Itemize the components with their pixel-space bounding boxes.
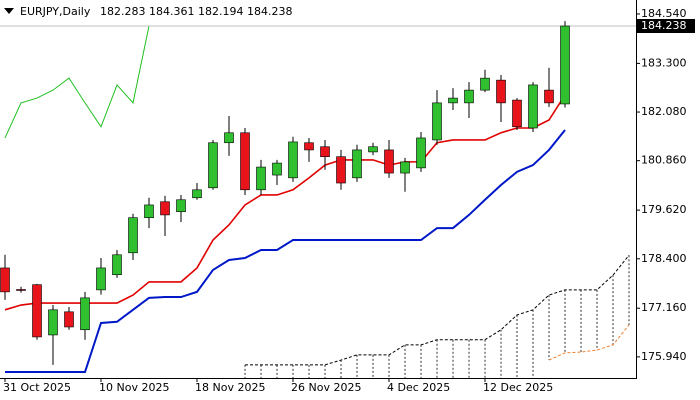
price-label-box — [637, 18, 695, 33]
high-value: 184.361 — [149, 5, 195, 18]
candle-body — [432, 102, 442, 141]
indicator-line — [4, 94, 566, 311]
price-label: 184.238 — [641, 19, 687, 32]
candle-body — [480, 77, 490, 91]
candle-body — [256, 166, 266, 191]
collapse-arrow[interactable] — [4, 8, 14, 14]
candle-body — [176, 199, 186, 213]
y-tick-label: 180.860 — [641, 154, 687, 167]
candle-body — [192, 189, 202, 199]
candle-body — [368, 146, 378, 153]
x-tick-label: 10 Nov 2025 — [99, 381, 169, 394]
indicator-line — [4, 25, 150, 139]
candle-body — [224, 132, 234, 144]
plot-area — [0, 21, 636, 378]
candle-body — [64, 311, 74, 328]
candle-body — [16, 289, 26, 291]
y-tick-label: 175.940 — [641, 350, 687, 363]
candle-body — [96, 267, 106, 291]
candle-body — [80, 297, 90, 331]
candle-body — [320, 146, 330, 158]
x-tick-label: 4 Dec 2025 — [387, 381, 450, 394]
indicator-line — [5, 129, 566, 374]
candle-body — [416, 137, 426, 169]
candle-body — [272, 162, 282, 176]
y-tick-label: 183.300 — [641, 56, 687, 69]
close-value: 184.238 — [247, 5, 293, 18]
candle-body — [48, 309, 58, 336]
cloud-span-a — [548, 324, 630, 361]
x-tick-label: 26 Nov 2025 — [291, 381, 361, 394]
candle-body — [144, 204, 154, 219]
candle-body — [304, 142, 314, 151]
candle-body — [112, 254, 122, 276]
candle-body — [160, 201, 170, 216]
x-tick-label: 18 Nov 2025 — [195, 381, 265, 394]
candle-body — [352, 149, 362, 179]
candle-body — [560, 25, 570, 105]
candle-body — [32, 284, 42, 338]
symbol-label: EURJPY,Daily — [20, 5, 91, 18]
candle-body — [0, 267, 10, 293]
low-value: 182.194 — [198, 5, 244, 18]
x-tick-label: 31 Oct 2025 — [3, 381, 71, 394]
y-tick-label: 178.400 — [641, 252, 687, 265]
candle-body — [400, 161, 410, 174]
candle-body — [208, 142, 218, 189]
candle-body — [384, 149, 394, 174]
candle-body — [544, 89, 554, 104]
y-tick-label: 177.160 — [641, 301, 687, 314]
candle-body — [512, 99, 522, 128]
y-tick-label: 184.540 — [641, 7, 687, 20]
candle-body — [528, 84, 538, 129]
open-value: 182.283 — [100, 5, 146, 18]
candle-body — [128, 217, 138, 254]
candle-body — [240, 132, 250, 191]
y-tick-label: 182.080 — [641, 105, 687, 118]
candle-body — [464, 89, 474, 104]
candle-body — [288, 141, 298, 179]
candle-body — [336, 156, 346, 184]
x-tick-label: 12 Dec 2025 — [483, 381, 553, 394]
candle-body — [496, 79, 506, 104]
y-tick-label: 179.620 — [641, 203, 687, 216]
candle-body — [448, 97, 458, 104]
cloud-span-b — [245, 254, 630, 366]
